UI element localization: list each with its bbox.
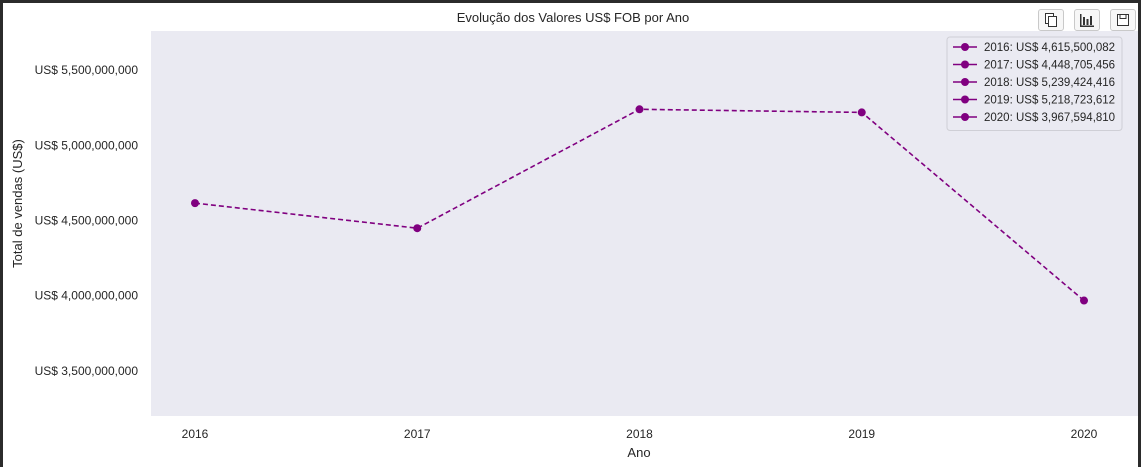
chart-title: Evolução dos Valores US$ FOB por Ano — [457, 10, 689, 25]
legend-marker — [961, 95, 969, 104]
y-tick-label: US$ 4,000,000,000 — [35, 289, 139, 303]
x-axis-label: Ano — [627, 445, 650, 460]
chart-panel: Evolução dos Valores US$ FOB por Ano Tot… — [3, 3, 1138, 467]
copy-icon — [1045, 13, 1057, 27]
toolbar — [1038, 9, 1136, 31]
data-point — [857, 108, 866, 117]
bar-chart-icon — [1080, 13, 1094, 27]
y-axis-label: Total de vendas (US$) — [10, 139, 25, 268]
legend-entry: 2020: US$ 3,967,594,810 — [984, 112, 1115, 124]
chart-svg: Evolução dos Valores US$ FOB por Ano Tot… — [10, 10, 1138, 460]
legend-marker — [961, 113, 969, 121]
y-tick-label: US$ 3,500,000,000 — [35, 364, 139, 378]
legend-entry: 2017: US$ 4,448,705,456 — [984, 60, 1115, 72]
data-point — [635, 105, 644, 114]
chart-button[interactable] — [1074, 9, 1100, 31]
legend-box — [946, 36, 1123, 131]
data-point — [1080, 296, 1088, 305]
legend-entry: 2018: US$ 5,239,424,416 — [984, 77, 1115, 89]
x-tick-label: 2016 — [182, 427, 209, 441]
save-icon — [1117, 14, 1129, 26]
save-button[interactable] — [1110, 9, 1136, 31]
legend-entry: 2016: US$ 4,615,500,082 — [984, 42, 1115, 54]
x-tick-label: 2017 — [404, 427, 431, 441]
legend-marker — [961, 78, 969, 86]
copy-button[interactable] — [1038, 9, 1064, 31]
x-tick-label: 2018 — [626, 427, 653, 441]
x-tick-label: 2020 — [1071, 427, 1098, 441]
data-point — [413, 224, 422, 233]
legend: 2016: US$ 4,615,500,082 2017: US$ 4,448,7… — [946, 36, 1123, 131]
legend-entry: 2019: US$ 5,218,723,612 — [984, 95, 1115, 107]
y-tick-label: US$ 5,500,000,000 — [35, 63, 139, 77]
data-point — [191, 199, 199, 208]
legend-marker — [961, 43, 969, 51]
x-tick-label: 2019 — [848, 427, 875, 441]
y-tick-label: US$ 5,000,000,000 — [35, 138, 139, 152]
legend-marker — [961, 60, 969, 69]
y-tick-label: US$ 4,500,000,000 — [35, 213, 139, 227]
